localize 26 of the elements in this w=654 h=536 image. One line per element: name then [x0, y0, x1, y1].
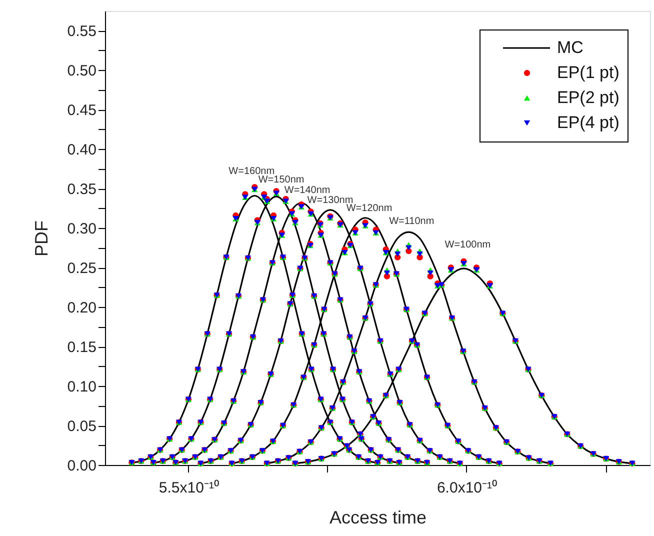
x-tick-label: 5.5x10⁻¹⁰ [158, 480, 219, 496]
y-tick-label: 0.25 [67, 260, 96, 278]
y-tick-label: 0.40 [67, 142, 96, 159]
y-tick-label: 0.35 [67, 181, 96, 198]
y-tick-label: 0.00 [67, 458, 96, 474]
annotation: W=110nm [389, 216, 434, 228]
legend-label: EP(4 pt) [557, 113, 620, 132]
y-tick-label: 0.05 [67, 418, 96, 436]
y-tick-label: 0.55 [67, 23, 96, 40]
legend-label: EP(1 pt) [557, 63, 620, 82]
y-tick-label: 0.30 [67, 220, 96, 238]
x-axis-title: Access time [329, 508, 427, 528]
y-tick-label: 0.15 [67, 339, 96, 356]
annotation: W=150nm [258, 174, 304, 186]
legend-label: EP(2 pt) [557, 88, 620, 107]
y-tick-label: 0.45 [67, 102, 96, 120]
y-tick-label: 0.50 [67, 62, 96, 80]
y-tick-label: 0.10 [67, 378, 96, 396]
annotation: W=120nm [346, 202, 392, 214]
x-tick-label: 6.0x10⁻¹⁰ [436, 480, 498, 496]
annotation: W=140nm [284, 184, 330, 196]
legend-label: MC [557, 38, 584, 57]
annotation: W=160nm [228, 166, 275, 177]
y-tick-label: 0.20 [67, 300, 96, 317]
annotation: W=100nm [444, 239, 491, 250]
y-axis-title: PDF [31, 220, 52, 256]
